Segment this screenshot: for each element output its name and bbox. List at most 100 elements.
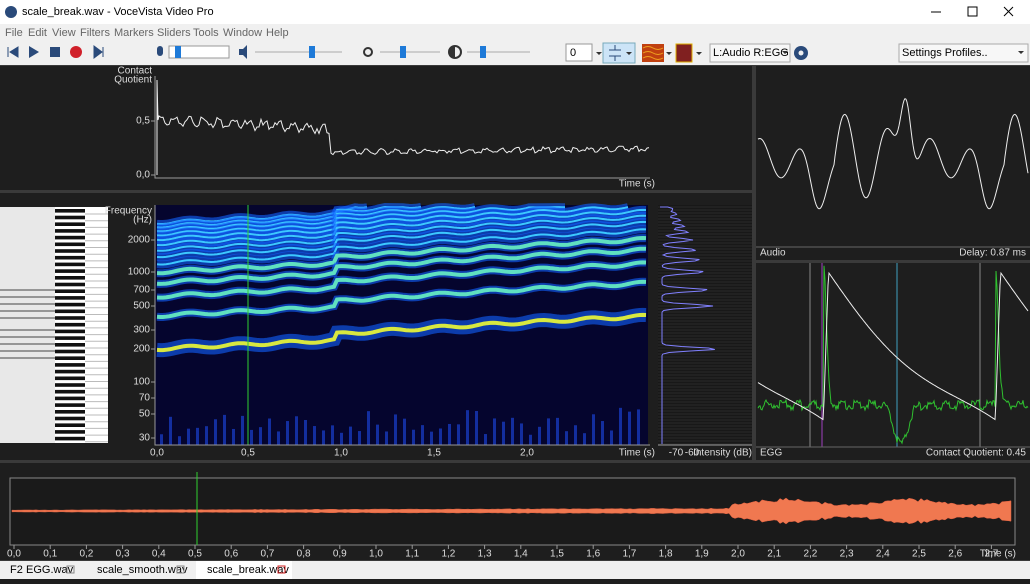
y-tick-label: 1000 <box>128 267 151 278</box>
scale-button[interactable] <box>602 42 636 64</box>
noise-burst <box>295 416 298 445</box>
x-tick-label: 0,9 <box>333 549 347 560</box>
black-key <box>55 249 85 253</box>
y-tick-label: 0,5 <box>136 116 150 127</box>
noise-burst <box>304 419 307 445</box>
close-button[interactable] <box>1003 6 1014 17</box>
y-tick-label: 200 <box>133 344 150 355</box>
x-tick-label: 1,8 <box>659 549 673 560</box>
harmonic <box>156 260 647 300</box>
toolbar: 0 L:Audio R:EGG Settings Profiles.. <box>7 42 1029 64</box>
harmonic <box>156 206 565 237</box>
slider-thumb[interactable] <box>309 46 315 58</box>
stop-button[interactable] <box>50 47 60 57</box>
black-key <box>55 369 85 374</box>
noise-burst <box>556 417 559 445</box>
black-key <box>55 316 85 320</box>
x-tick-label: 2,2 <box>803 549 817 560</box>
black-key <box>55 222 85 226</box>
noise-burst <box>448 423 451 445</box>
menu-item[interactable]: Edit <box>28 27 47 39</box>
tab-label[interactable]: EGG.wav <box>26 564 74 576</box>
spin-box[interactable] <box>565 43 593 62</box>
black-key <box>55 229 85 233</box>
channel-dropdown[interactable] <box>709 43 791 63</box>
y-tick-label: 0,0 <box>136 170 150 181</box>
contrast-icon <box>449 46 455 58</box>
record-button[interactable] <box>70 46 82 58</box>
x-tick-label: 0,7 <box>260 549 274 560</box>
audio-panel <box>756 66 1030 260</box>
noise-burst <box>376 424 379 445</box>
x-tick-label: 0,4 <box>152 549 166 560</box>
black-key <box>55 436 85 441</box>
skip-forward-button[interactable] <box>93 45 104 59</box>
black-key <box>55 242 85 247</box>
black-key <box>55 209 85 213</box>
staff-bg <box>0 207 55 443</box>
menu-toolbar-bg <box>0 24 1030 65</box>
harmonic <box>156 206 476 233</box>
menu-item[interactable]: Window <box>223 27 262 39</box>
menu-item[interactable]: File <box>5 27 23 39</box>
x-tick-label: 0,6 <box>224 549 238 560</box>
noise-burst <box>493 418 496 445</box>
x-tick-label: 0,5 <box>241 448 255 459</box>
noise-burst <box>340 432 343 445</box>
menu-item[interactable]: Help <box>266 27 289 39</box>
slider-thumb[interactable] <box>175 46 181 58</box>
harmonic <box>156 206 629 242</box>
noise-burst <box>430 431 433 445</box>
noise-burst <box>358 431 361 445</box>
x-tick-label: 1,0 <box>369 549 383 560</box>
axis <box>154 205 650 446</box>
maximize-button[interactable] <box>967 6 978 17</box>
menu-item[interactable]: Markers <box>114 27 154 39</box>
black-key <box>55 376 85 381</box>
menu-item[interactable]: Tools <box>193 27 219 39</box>
noise-burst <box>583 433 586 445</box>
x-tick-label: 1,9 <box>695 549 709 560</box>
skip-back-button[interactable] <box>7 46 19 58</box>
noise-burst <box>466 410 469 445</box>
play-button[interactable] <box>29 46 39 58</box>
black-key <box>55 309 85 314</box>
noise-burst <box>169 416 172 445</box>
speaker-icon <box>239 45 247 59</box>
noise-burst <box>610 430 613 445</box>
harmonic <box>156 208 647 247</box>
x-axis-label: Time (s) <box>980 549 1016 560</box>
black-key <box>55 329 85 334</box>
tab-close[interactable] <box>176 565 185 574</box>
input-level[interactable] <box>168 45 230 59</box>
x-tick-label: 0,5 <box>188 549 202 560</box>
noise-burst <box>547 418 550 445</box>
x-axis-label: Intensity (dB) <box>693 448 752 459</box>
cq-curve <box>156 79 650 175</box>
tab-label[interactable]: F2 <box>10 564 23 576</box>
menu-item[interactable]: View <box>52 27 76 39</box>
y-axis-label: Frequency <box>105 206 152 217</box>
slider-thumb[interactable] <box>480 46 486 58</box>
noise-burst <box>592 414 595 445</box>
menu-item[interactable]: Sliders <box>157 27 191 39</box>
profiles-text: Settings Profiles.. <box>902 47 988 59</box>
noise-burst <box>574 425 577 445</box>
profiles-dropdown[interactable] <box>898 43 1029 63</box>
menu-item[interactable]: Filters <box>80 27 110 39</box>
noise-burst <box>394 414 397 445</box>
waveform <box>11 497 1012 525</box>
slider-thumb[interactable] <box>400 46 406 58</box>
tab-close[interactable] <box>277 565 286 574</box>
tab-label[interactable]: scale_smooth.wav <box>97 564 188 576</box>
tab-label[interactable]: scale_break.wav <box>207 564 289 576</box>
noise-burst <box>187 428 190 445</box>
tab-close[interactable] <box>66 565 75 574</box>
x-tick-label: -60 <box>685 448 700 459</box>
x-tick-label: 2,1 <box>767 549 781 560</box>
x-tick-label: 2,7 <box>984 549 998 560</box>
x-tick-label: 1,5 <box>550 549 564 560</box>
x-axis-label: Time (s) <box>619 448 655 459</box>
color-button[interactable] <box>675 43 693 63</box>
